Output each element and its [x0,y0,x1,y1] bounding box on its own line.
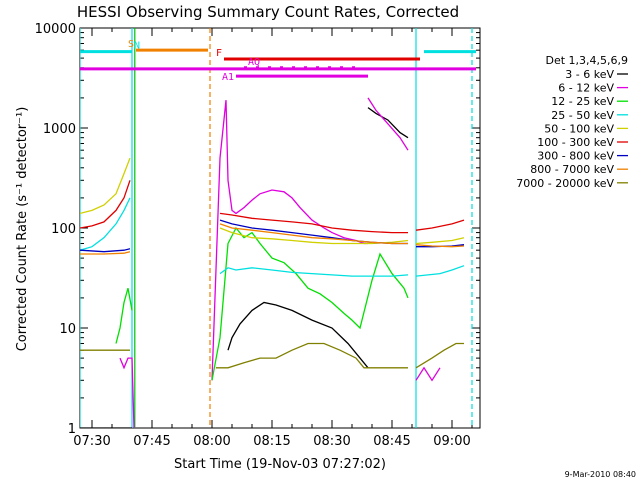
y-tick-label: 10000 [35,22,76,37]
flag-label-n: N [134,41,140,52]
chart-title: HESSI Observing Summary Count Rates, Cor… [77,3,459,21]
legend-entry: 100 - 300 keV [537,136,614,149]
series-800-7000-kev [80,223,465,255]
x-tick-label: 08:00 [193,434,230,449]
x-axis-label: Start Time (19-Nov-03 07:27:02) [174,457,386,472]
series-line [367,97,409,151]
y-axis-label: Corrected Count Rate (s⁻¹ detector⁻¹) [15,107,30,352]
footer-date: 9-Mar-2010 08:40 [565,470,636,479]
x-tick-label: 09:00 [433,434,470,449]
series-25-50-kev [80,197,465,277]
series-3-6-kev [80,107,409,428]
y-tick-label: 1 [68,422,76,437]
legend-title: Det 1,3,4,5,6,9 [545,54,628,67]
y-tick-label: 100 [51,222,76,237]
flag-label-f: F [216,48,222,59]
y-tick-label: 1000 [43,122,76,137]
series-line [80,251,131,255]
legend-entry: 12 - 25 keV [551,95,614,108]
series-line [415,237,465,245]
series-line [219,212,408,234]
x-tick-label: 08:15 [253,434,290,449]
x-tick-label: 07:45 [133,434,170,449]
series-line [80,157,131,215]
series-12-25-kev [115,226,409,381]
flag-label-s: S [128,39,134,50]
series-line [211,226,409,381]
legend-entry: 25 - 50 keV [551,109,614,122]
axes-frame [79,27,481,429]
series-line [216,342,408,369]
series-300-800-kev [80,219,465,253]
series-line [367,107,409,139]
series-line [80,180,131,229]
series-100-300-kev [80,180,465,234]
x-tick-label: 07:30 [73,434,110,449]
series-line [415,219,465,231]
series-line [415,244,465,248]
legend-entry: 300 - 800 keV [537,150,614,163]
series-line [415,366,441,382]
series-line [227,301,369,369]
y-tick-label: 10 [59,322,76,337]
plot-content [80,28,476,428]
series-line [119,357,135,428]
legend-entry: 7000 - 20000 keV [516,177,614,190]
series-line [211,100,368,381]
series-line [80,197,131,251]
series-line [219,267,409,277]
series-line [415,342,464,369]
x-tick-label: 08:30 [313,434,350,449]
legend-entry: 3 - 6 keV [565,68,614,81]
x-tick-label: 08:45 [373,434,410,449]
legend-entry: 6 - 12 keV [558,82,614,95]
series-line [80,248,131,253]
series-line [415,265,465,277]
series-6-12-kev [119,97,441,428]
flag-label-aq: AQ [248,57,260,68]
series-7000-20000-kev [80,342,464,369]
legend-entry: 800 - 7000 keV [530,163,614,176]
legend-entry: 50 - 100 keV [544,122,614,135]
plot-area: 1 10 100 1000 10000 07:30 07:45 08:00 08:15 08:30… [35,22,481,449]
flag-label-a1: A1 [222,72,234,83]
series-line [115,288,133,344]
series-line [219,223,408,245]
